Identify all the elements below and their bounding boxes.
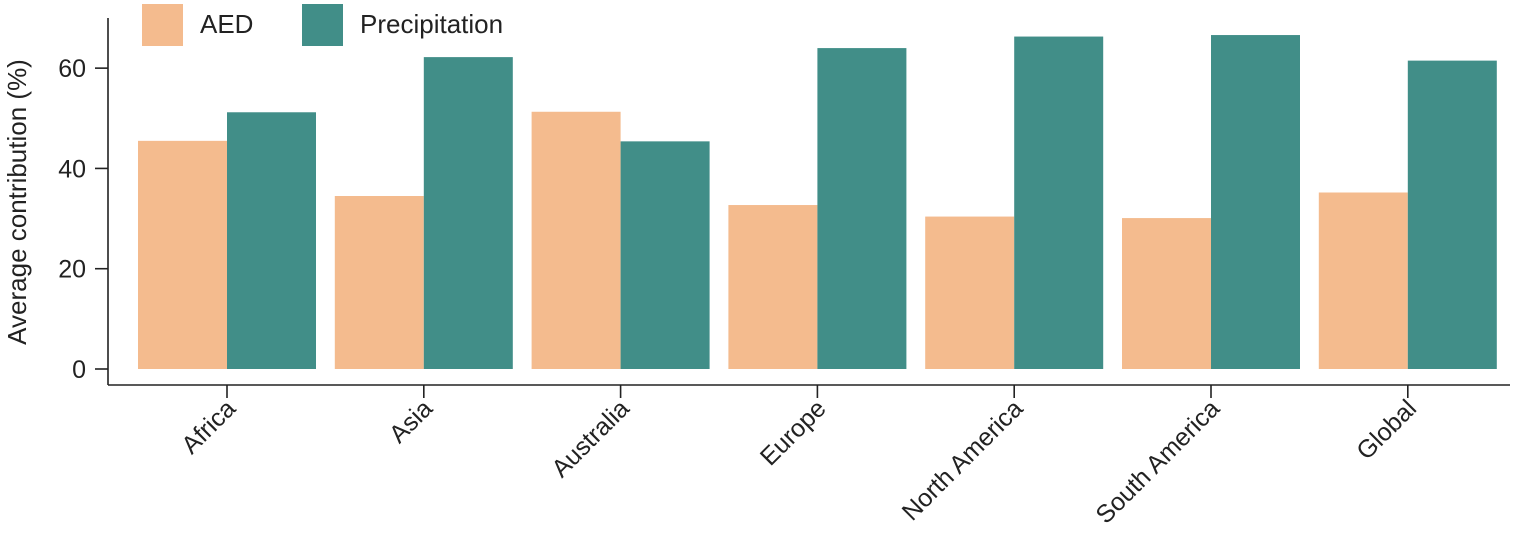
x-ticks: Africa Asia Australia Europe North America So… xyxy=(176,385,1422,529)
y-tick-label: 60 xyxy=(58,55,86,83)
legend-swatch-aed xyxy=(142,4,183,46)
bar-aed-asia xyxy=(334,196,424,369)
x-tick-label-asia: Asia xyxy=(384,394,438,448)
bar-aed-north-america xyxy=(925,216,1015,369)
y-ticks: 0 20 40 60 xyxy=(58,55,108,384)
x-tick-label-global: Global xyxy=(1351,394,1422,465)
bar-precipitation-global xyxy=(1407,60,1497,369)
bar-precipitation-africa xyxy=(227,112,316,370)
x-tick-label-south-america: South America xyxy=(1090,394,1225,529)
bar-aed-africa xyxy=(138,140,227,369)
legend: AED Precipitation xyxy=(142,4,503,46)
bar-precipitation-europe xyxy=(817,48,907,369)
bar-aed-europe xyxy=(728,205,818,369)
y-tick-label: 40 xyxy=(58,155,86,183)
x-tick-label-europe: Europe xyxy=(755,394,832,471)
bar-precipitation-north-america xyxy=(1014,36,1104,369)
bar-precipitation-south-america xyxy=(1211,35,1300,369)
bar-precipitation-asia xyxy=(423,57,513,370)
bar-aed-global xyxy=(1318,192,1408,369)
axes xyxy=(107,18,1510,386)
legend-swatch-precipitation xyxy=(302,4,343,46)
x-tick-label-africa: Africa xyxy=(176,394,241,459)
bar-precipitation-australia xyxy=(620,141,710,369)
x-tick-label-north-america: North America xyxy=(897,394,1029,526)
bars xyxy=(138,35,1497,370)
y-axis-title: Average contribution (%) xyxy=(2,59,32,345)
bar-aed-australia xyxy=(531,111,621,369)
legend-label-precipitation: Precipitation xyxy=(360,9,503,39)
legend-label-aed: AED xyxy=(200,9,253,39)
y-tick-label: 20 xyxy=(58,256,86,284)
x-tick-label-australia: Australia xyxy=(546,394,635,483)
bar-aed-south-america xyxy=(1122,218,1211,369)
y-tick-label: 0 xyxy=(72,356,86,384)
